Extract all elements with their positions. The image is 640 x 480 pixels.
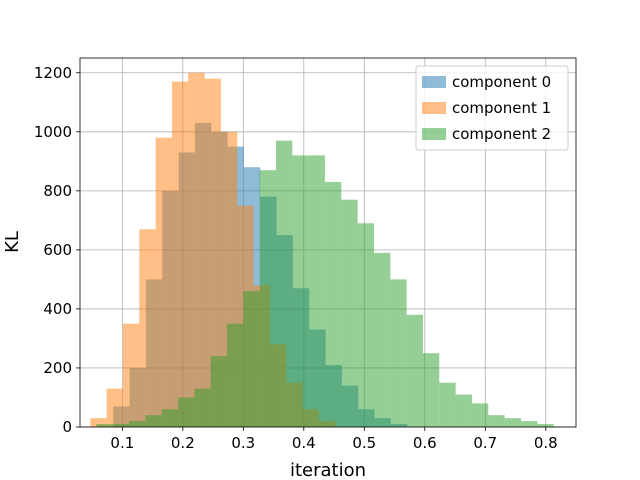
histogram-bar — [537, 424, 554, 427]
legend: component 0 component 1 component 2 — [415, 65, 569, 151]
histogram-bars — [90, 72, 554, 428]
histogram-bar — [106, 388, 123, 427]
histogram-bar — [471, 403, 489, 427]
histogram-bar — [90, 418, 107, 427]
histogram-bar — [504, 418, 521, 427]
histogram-bar — [188, 72, 205, 427]
y-tick-label: 0 — [62, 418, 72, 436]
histogram-bar — [292, 155, 309, 427]
histogram-bar — [139, 229, 156, 427]
histogram-bar — [210, 356, 227, 427]
x-tick-label: 0.4 — [292, 434, 316, 452]
histogram-bar — [259, 170, 276, 427]
x-tick-label: 0.5 — [352, 434, 376, 452]
histogram-bar — [145, 415, 162, 427]
histogram-bar — [308, 155, 325, 427]
x-tick-label: 0.8 — [534, 434, 558, 452]
histogram-bar — [373, 252, 391, 427]
histogram-bar — [194, 388, 211, 427]
x-tick-label: 0.6 — [413, 434, 437, 452]
legend-label: component 0 — [452, 73, 551, 91]
histogram-bar — [455, 394, 472, 427]
histogram-bar — [439, 382, 456, 427]
legend-label: component 2 — [452, 125, 551, 143]
x-tick-label: 0.2 — [171, 434, 195, 452]
histogram-bar — [422, 353, 440, 427]
histogram-bar — [112, 424, 129, 427]
x-tick-label: 0.1 — [110, 434, 134, 452]
legend-box — [415, 65, 569, 151]
histogram-bar — [488, 415, 505, 427]
y-axis-ticks: 0 200 400 600 800 1000 1200 — [34, 64, 80, 436]
legend-swatch — [422, 76, 446, 88]
histogram-bar — [204, 78, 221, 427]
histogram-bar — [390, 279, 407, 427]
histogram-bar — [275, 140, 293, 427]
x-axis-ticks: 0.1 0.2 0.3 0.4 0.5 0.6 0.7 0.8 — [110, 427, 558, 452]
y-tick-label: 800 — [43, 182, 72, 200]
y-axis-label: KL — [2, 231, 23, 253]
histogram-bar — [520, 421, 538, 427]
histogram-bar — [171, 81, 189, 427]
y-tick-label: 1000 — [34, 123, 72, 141]
histogram-bar — [357, 223, 374, 427]
y-tick-label: 400 — [43, 300, 72, 318]
legend-swatch — [422, 128, 446, 140]
histogram-bar — [243, 291, 260, 427]
histogram-bar — [341, 199, 358, 427]
histogram-bar — [324, 181, 342, 427]
x-axis-label: iteration — [290, 460, 366, 480]
x-tick-label: 0.3 — [231, 434, 255, 452]
x-tick-label: 0.7 — [473, 434, 497, 452]
y-tick-label: 200 — [43, 359, 72, 377]
plot-frame — [79, 57, 577, 428]
histogram-bar — [226, 323, 244, 427]
histogram-bar — [96, 424, 113, 427]
y-tick-label: 1200 — [34, 64, 72, 82]
series-2-bars — [96, 140, 554, 427]
histogram-bar — [155, 137, 172, 428]
histogram-bar — [122, 323, 140, 427]
histogram-bar — [177, 397, 195, 427]
y-tick-label: 600 — [43, 241, 72, 259]
legend-swatch — [422, 102, 446, 114]
histogram-bar — [128, 421, 146, 427]
histogram-bar — [406, 314, 423, 427]
legend-label: component 1 — [452, 99, 551, 117]
histogram-bar — [161, 409, 178, 427]
